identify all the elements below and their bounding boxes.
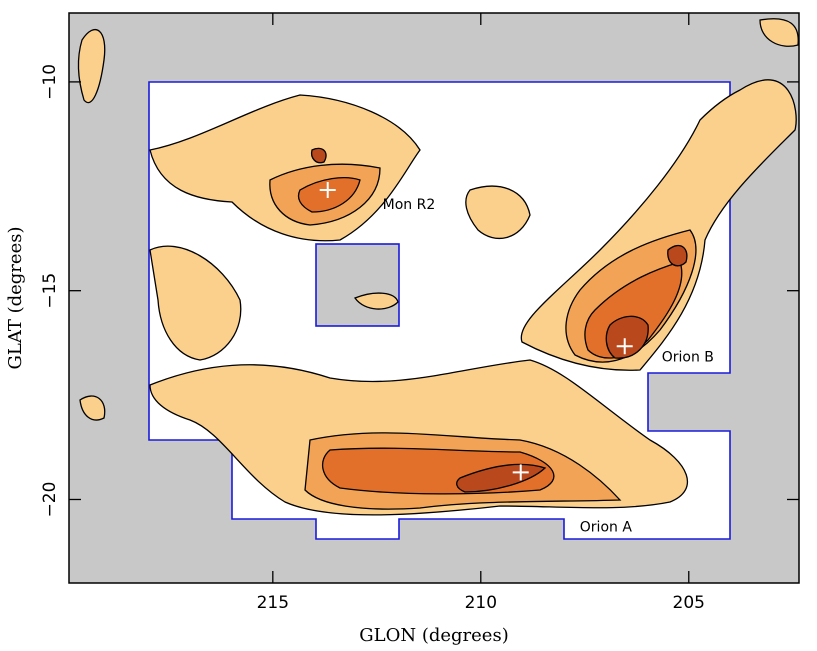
excluded-region [315, 243, 400, 327]
annotation: Orion B [662, 350, 714, 366]
y-tick-label: −20 [40, 482, 60, 518]
annotation: Orion A [580, 519, 633, 535]
y-tick-label: −10 [40, 64, 60, 100]
y-tick-label: −15 [40, 273, 60, 309]
annotation: Mon R2 [383, 197, 436, 213]
plot-frame [68, 12, 800, 584]
x-tick-label: 215 [257, 593, 289, 613]
marker-cross [319, 182, 336, 199]
marker-cross [512, 464, 529, 481]
emission-map [77, 18, 799, 516]
x-tick-label: 210 [465, 593, 497, 613]
x-tick-label: 205 [673, 593, 705, 613]
x-axis-label: GLON (degrees) [359, 625, 508, 646]
marker-cross [616, 338, 633, 355]
y-axis-label: GLAT (degrees) [5, 227, 26, 370]
